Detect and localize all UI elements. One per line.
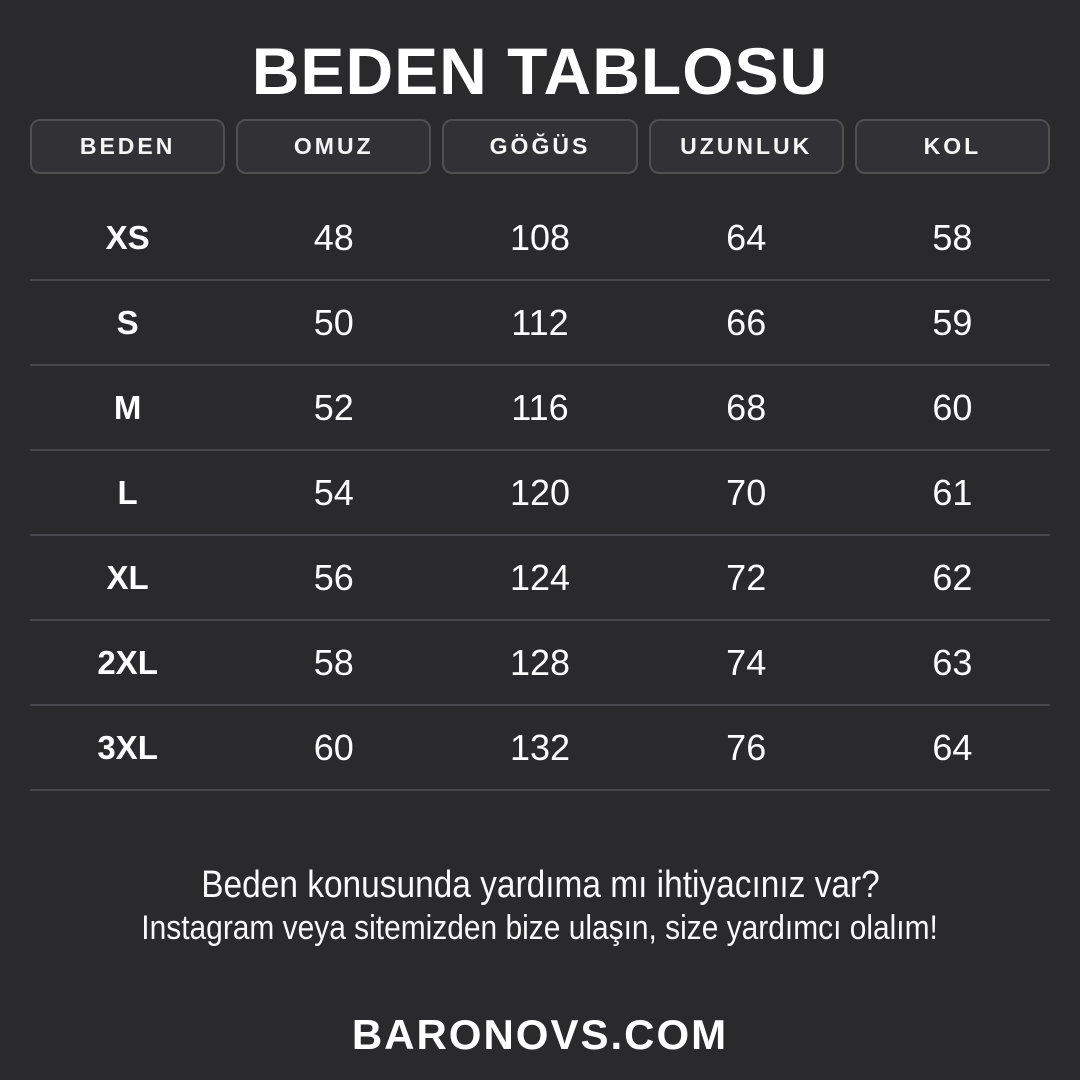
help-text-question: Beden konusunda yardıma mı ihtiyacınız v… — [30, 863, 1050, 907]
column-header-uzunluk: UZUNLUK — [648, 119, 844, 174]
length-value: 72 — [726, 556, 767, 598]
help-text-question-label: Beden konusunda yardıma mı ihtiyacınız v… — [200, 864, 880, 906]
size-label: 2XL — [97, 643, 158, 681]
table-row-m: M 52 116 68 60 — [30, 366, 1050, 451]
shoulder-value: 56 — [313, 556, 354, 598]
size-label: M — [113, 388, 142, 426]
chest-value: 116 — [511, 386, 569, 428]
table-row-l: L 54 120 70 61 — [30, 451, 1050, 536]
chest-value: 120 — [509, 471, 571, 513]
sleeve-value: 61 — [932, 471, 973, 513]
table-header-row: BEDEN OMUZ GÖĞÜS UZUNLUK KOL — [30, 119, 1050, 174]
page-title: BEDEN TABLOSU — [251, 34, 829, 108]
help-text-contact: Instagram veya sitemizden bize ulaşın, s… — [30, 907, 1050, 949]
shoulder-value: 52 — [313, 386, 354, 428]
length-value: 64 — [726, 216, 767, 258]
sleeve-value: 63 — [932, 641, 973, 683]
table-row-xl: XL 56 124 72 62 — [30, 536, 1050, 621]
help-text-contact-label: Instagram veya sitemizden bize ulaşın, s… — [141, 909, 939, 947]
table-row-s: S 50 112 66 59 — [30, 281, 1050, 366]
shoulder-value: 60 — [313, 726, 354, 768]
length-value: 70 — [726, 471, 767, 513]
length-value: 74 — [726, 641, 767, 683]
table-row-2xl: 2XL 58 128 74 63 — [30, 621, 1050, 706]
length-value: 66 — [726, 301, 767, 343]
size-label: S — [116, 303, 139, 341]
size-label: 3XL — [97, 728, 158, 766]
shoulder-value: 50 — [313, 301, 354, 343]
sleeve-value: 62 — [932, 556, 973, 598]
column-header-gogus: GÖĞÜS — [442, 119, 638, 174]
sleeve-value: 58 — [932, 216, 973, 258]
length-value: 76 — [726, 726, 767, 768]
chest-value: 128 — [509, 641, 571, 683]
table-row-3xl: 3XL 60 132 76 64 — [30, 706, 1050, 791]
shoulder-value: 58 — [313, 641, 354, 683]
shoulder-value: 54 — [313, 471, 354, 513]
chest-value: 124 — [509, 556, 571, 598]
brand-website: BARONOVS.COM — [351, 1011, 729, 1058]
size-table: XS 48 108 64 58 S 50 112 66 59 M 52 116 … — [30, 196, 1050, 791]
sleeve-value: 64 — [932, 726, 973, 768]
chest-value: 132 — [509, 726, 571, 768]
column-header-omuz: OMUZ — [236, 119, 432, 174]
table-row-xs: XS 48 108 64 58 — [30, 196, 1050, 281]
chest-value: 112 — [511, 301, 569, 343]
sleeve-value: 60 — [932, 386, 973, 428]
sleeve-value: 59 — [932, 301, 973, 343]
column-header-kol: KOL — [854, 119, 1050, 174]
size-label: L — [117, 473, 138, 511]
column-header-beden: BEDEN — [30, 119, 226, 174]
chest-value: 108 — [509, 216, 571, 258]
size-label: XL — [106, 558, 149, 596]
shoulder-value: 48 — [313, 216, 354, 258]
size-label: XS — [105, 218, 150, 256]
length-value: 68 — [726, 386, 767, 428]
